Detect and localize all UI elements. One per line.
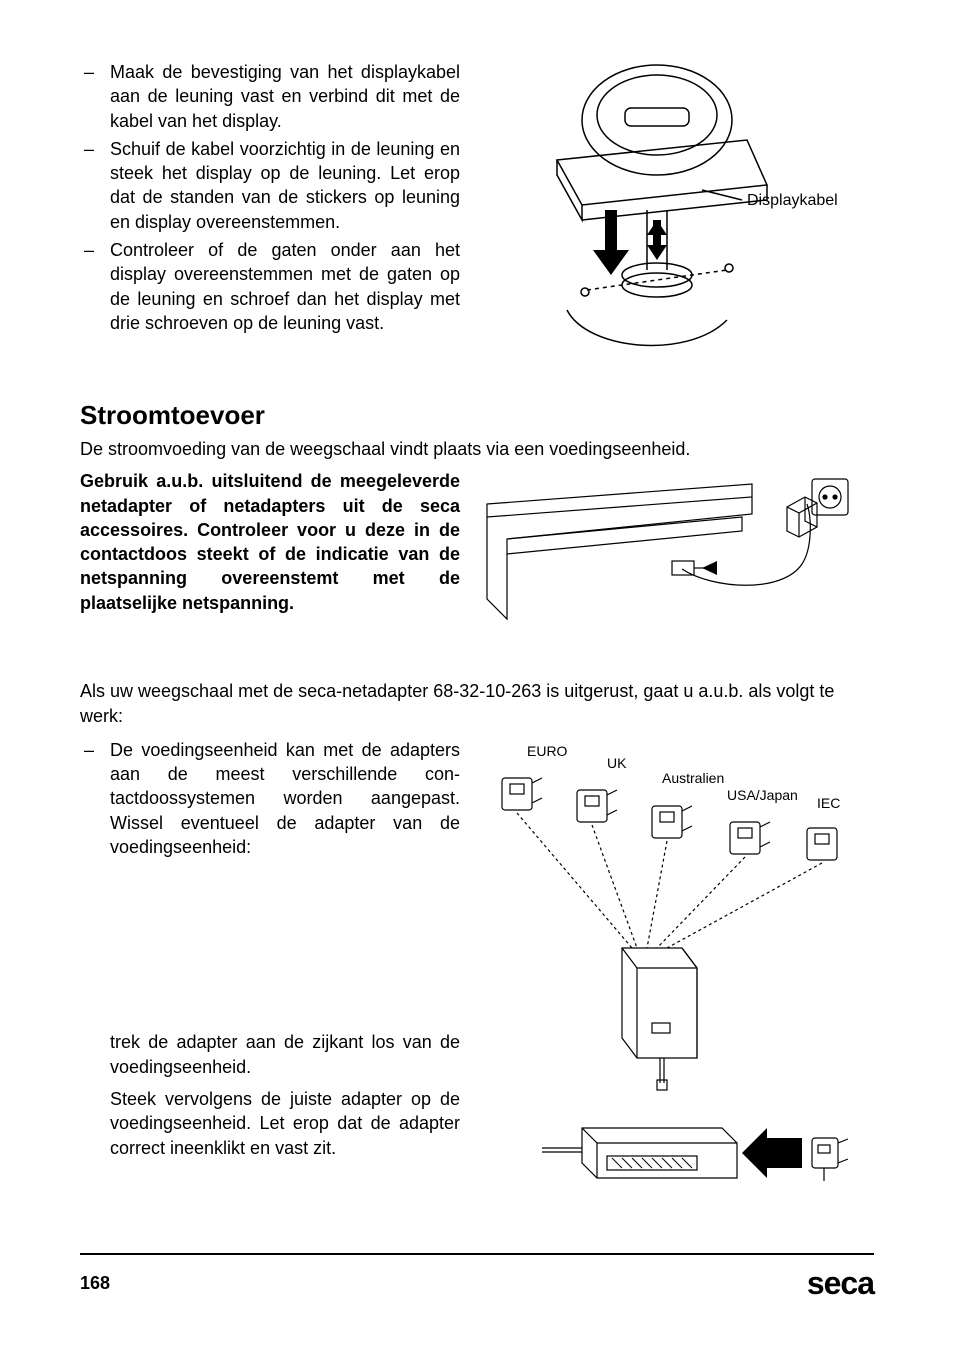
label-australien: Australien (662, 770, 724, 786)
page-footer: 168 seca (80, 1253, 874, 1302)
section-heading-stroomtoevoer: Stroomtoevoer (80, 400, 874, 431)
figure-power-supply (480, 469, 874, 639)
list1-item3: Controleer of de gaten onder aan het dis… (80, 238, 460, 335)
label-euro: EURO (527, 743, 568, 759)
list1-item1: Maak de bevestiging van het displayka­be… (80, 60, 460, 133)
list1-item2: Schuif de kabel voorzichtig in de leunin… (80, 137, 460, 234)
section2-bold: Gebruik a.u.b. uitsluitend de meegele­ve… (80, 469, 460, 615)
section2-intro: De stroomvoeding van de weegschaal vindt… (80, 437, 874, 461)
figure-adapters: EURO UK Australien USA/Japan IEC (480, 738, 874, 1208)
figure-display-cable: Displaykabel (480, 60, 874, 370)
section3-tail2: Steek vervolgens de juiste adapter op de… (110, 1087, 460, 1160)
list2-item1: De voedingseenheid kan met de adap­ters … (80, 738, 460, 859)
fig1-label: Displaykabel (747, 192, 838, 209)
section3-intro: Als uw weegschaal met de seca-netadapter… (80, 679, 874, 728)
page-number: 168 (80, 1273, 110, 1294)
label-iec: IEC (817, 795, 840, 811)
brand-logo: seca (807, 1265, 874, 1302)
label-usa-japan: USA/Japan (727, 787, 798, 803)
section3-tail1: trek de adapter aan de zijkant los van d… (110, 1030, 460, 1079)
label-uk: UK (607, 755, 627, 771)
